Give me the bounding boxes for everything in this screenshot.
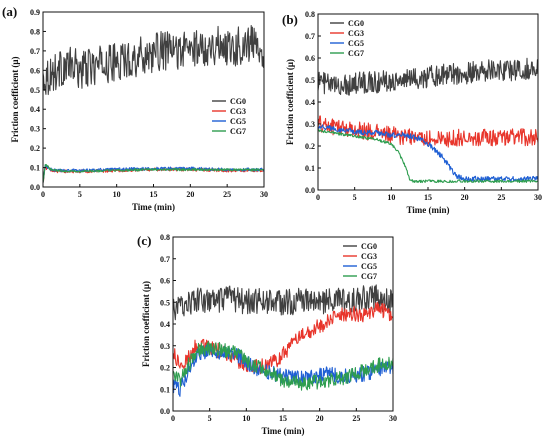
y-tick-label: 0.3: [30, 125, 40, 134]
y-tick-label: 0.9: [30, 8, 40, 17]
legend-label-cg3: CG3: [348, 29, 364, 38]
legend-label-cg3: CG3: [230, 107, 246, 116]
panel-label: (b): [282, 12, 298, 27]
panel-3: 0 5 10 15 20 25 30 0.0 0.1 0.2 0.3 0.4 0.5 0.6 0.7 0.8 T…: [137, 233, 397, 436]
legend-label-cg7: CG7: [348, 49, 364, 58]
x-tick-label: 20: [186, 190, 194, 199]
x-tick-label: 10: [387, 193, 395, 202]
y-axis-label: Friction coefficient (μ): [141, 281, 151, 367]
x-axis-label: Time (min): [406, 205, 449, 215]
y-tick-label: 0.3: [160, 342, 170, 351]
x-tick-label: 0: [171, 414, 175, 423]
y-tick-label: 0.8: [30, 27, 40, 36]
y-tick-label: 0.3: [305, 120, 315, 129]
x-tick-label: 20: [461, 193, 469, 202]
legend-label-cg7: CG7: [361, 272, 377, 281]
x-tick-label: 10: [113, 190, 121, 199]
y-tick-label: 0.1: [160, 385, 170, 394]
series-cg0-line: [172, 284, 394, 321]
series-cg5-line: [172, 344, 394, 397]
x-tick-label: 30: [534, 193, 542, 202]
y-tick-label: 0.0: [30, 183, 40, 192]
y-tick-label: 0.5: [160, 298, 170, 307]
panel-label: (c): [137, 233, 151, 248]
legend-label-cg7: CG7: [230, 127, 246, 136]
x-tick-label: 5: [78, 190, 82, 199]
panel-1: 0 5 10 15 20 25 30 0.0 0.1 0.2 0.3 0.4 0.5 0.6 0.7 0.8 0…: [2, 4, 268, 212]
y-tick-label: 0.7: [160, 255, 170, 264]
y-tick-label: 0.7: [30, 47, 40, 56]
panel-label: (a): [2, 4, 17, 19]
legend-label-cg0: CG0: [361, 242, 377, 251]
y-tick-label: 0.2: [30, 144, 40, 153]
x-tick-label: 30: [260, 190, 268, 199]
x-tick-label: 15: [279, 414, 287, 423]
y-tick-label: 0.6: [305, 54, 315, 63]
y-tick-label: 0.4: [160, 320, 170, 329]
x-tick-label: 0: [41, 190, 45, 199]
x-axis-label: Time (min): [132, 202, 175, 212]
series-cg5-line: [317, 124, 539, 183]
y-tick-label: 0.6: [30, 66, 40, 75]
series-cg0-line: [317, 57, 539, 96]
series-cg3-line: [317, 115, 539, 148]
x-tick-label: 30: [389, 414, 397, 423]
y-tick-label: 0.4: [30, 105, 40, 114]
y-tick-label: 0.1: [30, 164, 40, 173]
y-tick-label: 0.8: [160, 233, 170, 242]
series-cg0-line: [42, 24, 265, 96]
plot-frame: [172, 236, 394, 412]
x-tick-label: 15: [424, 193, 432, 202]
y-tick-label: 0.2: [305, 142, 315, 151]
y-tick-label: 0.5: [305, 76, 315, 85]
series-cg7-line: [317, 129, 539, 184]
x-tick-label: 5: [208, 414, 212, 423]
y-tick-label: 0.6: [160, 277, 170, 286]
legend-label-cg0: CG0: [230, 97, 246, 106]
legend-label-cg3: CG3: [361, 252, 377, 261]
y-axis-label: Friction coefficient (μ): [10, 56, 20, 142]
x-tick-label: 0: [316, 193, 320, 202]
legend-label-cg0: CG0: [348, 19, 364, 28]
y-tick-label: 0.2: [160, 364, 170, 373]
y-axis-label: Friction coefficient (μ): [285, 59, 295, 145]
legend-label-cg5: CG5: [348, 39, 364, 48]
series-cg5-line: [42, 164, 265, 183]
panel-2: 0 5 10 15 20 25 30 0.0 0.1 0.2 0.3 0.4 0.5 0.6 0.7 0.8 T…: [282, 10, 542, 215]
y-tick-label: 0.4: [305, 98, 315, 107]
legend-label-cg5: CG5: [361, 262, 377, 271]
series-cg7-line: [172, 340, 394, 391]
y-tick-label: 0.5: [30, 86, 40, 95]
legend-label-cg5: CG5: [230, 117, 246, 126]
x-tick-label: 25: [352, 414, 360, 423]
x-tick-label: 10: [242, 414, 250, 423]
y-tick-label: 0.7: [305, 32, 315, 41]
x-tick-label: 5: [353, 193, 357, 202]
y-tick-label: 0.0: [160, 407, 170, 416]
x-tick-label: 15: [150, 190, 158, 199]
series-cg7-line: [42, 164, 265, 183]
y-tick-label: 0.0: [305, 186, 315, 195]
x-tick-label: 25: [497, 193, 505, 202]
y-tick-label: 0.1: [305, 164, 315, 173]
y-tick-label: 0.8: [305, 10, 315, 19]
x-axis-label: Time (min): [261, 426, 304, 436]
x-tick-label: 25: [223, 190, 231, 199]
x-tick-label: 20: [316, 414, 324, 423]
